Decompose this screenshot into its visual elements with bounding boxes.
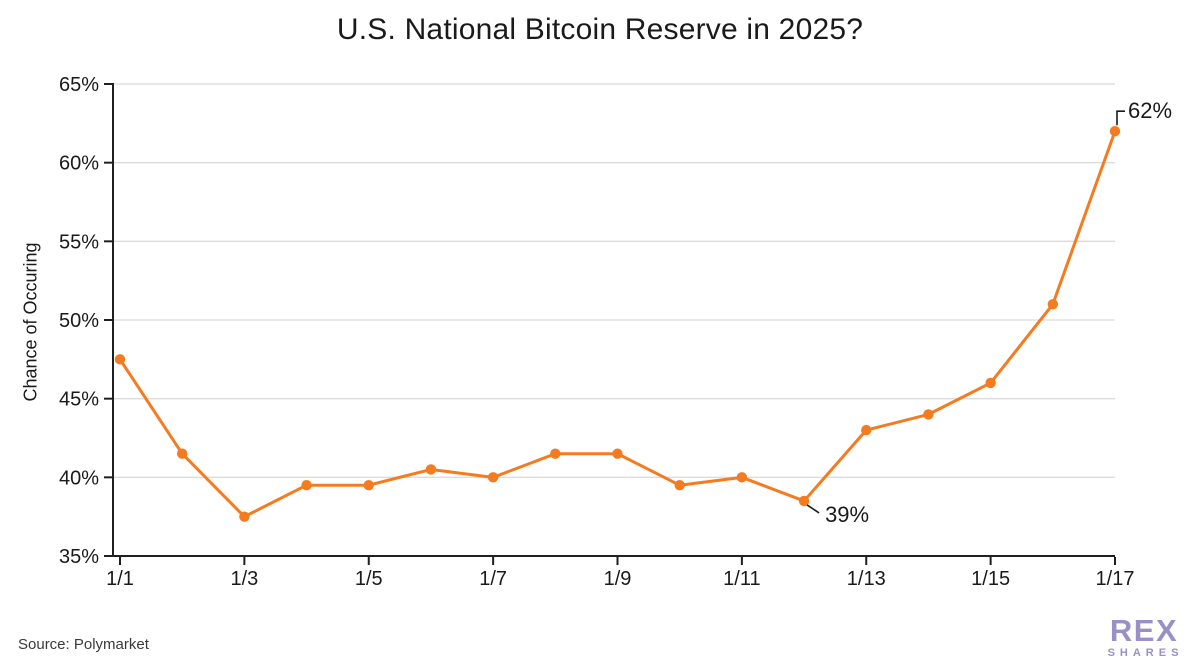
y-tick-label: 35% — [59, 546, 99, 568]
rex-shares-logo: REX SHARES — [1104, 615, 1184, 659]
x-tick-label: 1/13 — [847, 568, 886, 590]
data-point — [301, 480, 312, 491]
data-point — [736, 472, 748, 483]
x-tick-label: 1/17 — [1096, 568, 1135, 590]
annotation-label: 62% — [1128, 98, 1172, 123]
x-axis-ticks: 1/1 1/3 1/5 1/7 1/9 1/11 1/13 1/15 1/17 — [106, 557, 1134, 590]
data-point — [861, 424, 872, 436]
x-tick-label: 1/7 — [479, 568, 507, 590]
x-tick-label: 1/9 — [604, 568, 632, 590]
data-point — [239, 511, 250, 522]
y-tick-label: 40% — [59, 467, 99, 489]
gridlines — [113, 83, 1115, 478]
data-point — [550, 448, 561, 459]
data-point — [425, 464, 437, 475]
source-credit: Source: Polymarket — [18, 636, 149, 653]
annotations: 39% 62% — [806, 98, 1172, 527]
annotation-label: 39% — [825, 502, 869, 527]
x-tick-label: 1/15 — [971, 568, 1010, 590]
y-tick-label: 45% — [59, 389, 99, 411]
data-point — [985, 377, 996, 389]
data-point — [674, 480, 685, 491]
annotation-connector — [1116, 110, 1125, 126]
y-tick-label: 55% — [59, 231, 99, 253]
data-point — [176, 448, 188, 459]
annotation-connector — [806, 504, 820, 514]
axes — [112, 83, 1115, 557]
logo-shares-text: SHARES — [1107, 647, 1184, 659]
chart-title: U.S. National Bitcoin Reserve in 2025? — [336, 13, 864, 46]
data-points — [114, 126, 1121, 522]
x-tick-label: 1/1 — [106, 568, 134, 590]
data-point — [798, 495, 810, 507]
data-point — [1109, 126, 1121, 137]
y-axis-ticks: 35% 40% 45% 50% 55% 60% 65% — [59, 74, 112, 568]
y-tick-label: 50% — [59, 310, 99, 332]
x-tick-label: 1/5 — [355, 568, 383, 590]
x-tick-label: 1/3 — [230, 568, 258, 590]
data-point — [923, 409, 934, 420]
data-point — [363, 480, 374, 491]
logo-rex-text: REX — [1109, 613, 1179, 648]
x-tick-label: 1/11 — [723, 568, 760, 590]
y-tick-label: 60% — [59, 153, 99, 175]
y-tick-label: 65% — [59, 74, 99, 96]
data-point — [114, 354, 126, 365]
line-chart: 35%40%45%50%55%60%65% 1/1 1/3 1/5 1/7 1/9 1/1… — [59, 74, 1172, 590]
data-point — [487, 472, 499, 483]
data-point — [1047, 299, 1059, 310]
data-point — [612, 448, 623, 459]
